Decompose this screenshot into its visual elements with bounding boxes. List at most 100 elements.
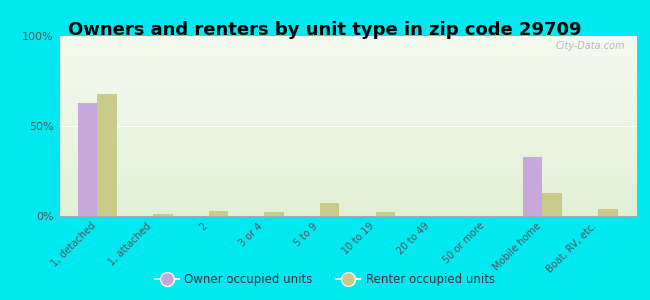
Bar (58, 124, 637, 125)
Bar (58, 197, 637, 198)
Bar (58, 182, 637, 183)
Bar (58, 118, 637, 119)
Bar (58, 208, 637, 209)
Bar (58, 69, 637, 70)
Bar (58, 51, 637, 52)
Bar (58, 188, 637, 189)
Bar (58, 140, 637, 141)
Bar (58, 46, 637, 47)
Bar (58, 206, 637, 207)
Bar (58, 123, 637, 124)
Bar (58, 192, 637, 193)
Bar (58, 91, 637, 92)
Bar (58, 142, 637, 143)
Bar (58, 67, 637, 68)
Bar (58, 151, 637, 152)
Bar (58, 196, 637, 197)
Bar (58, 101, 637, 102)
Bar (58, 191, 637, 192)
Bar (58, 76, 637, 77)
Bar (58, 87, 637, 88)
Bar (58, 137, 637, 138)
Bar (58, 82, 637, 83)
Bar (58, 55, 637, 56)
Text: City-Data.com: City-Data.com (556, 41, 625, 51)
Bar (58, 86, 637, 87)
Bar (58, 179, 637, 180)
Bar (58, 105, 637, 106)
Bar (58, 127, 637, 128)
Bar (58, 198, 637, 199)
Bar (58, 133, 637, 134)
Bar (58, 113, 637, 114)
Bar (58, 141, 637, 142)
Bar (58, 126, 637, 127)
Bar (58, 63, 637, 64)
Bar (58, 103, 637, 104)
Bar (58, 65, 637, 66)
Bar (58, 205, 637, 206)
Bar (58, 45, 637, 46)
Bar (58, 85, 637, 86)
Bar (58, 81, 637, 82)
Bar (58, 44, 637, 45)
Bar (58, 199, 637, 200)
Bar (58, 180, 637, 181)
Bar (58, 125, 637, 126)
Bar (58, 116, 637, 117)
Bar (58, 38, 637, 39)
Bar (58, 54, 637, 55)
Bar (58, 171, 637, 172)
Bar (58, 50, 637, 51)
Bar (58, 150, 637, 151)
Bar (58, 190, 637, 191)
Bar (58, 170, 637, 171)
Bar (58, 145, 637, 146)
Bar (58, 174, 637, 175)
Bar (376, 212, 395, 216)
Bar (58, 155, 637, 156)
Bar (58, 129, 637, 130)
Bar (58, 90, 637, 91)
Bar (58, 135, 637, 136)
Bar (58, 184, 637, 185)
Bar (58, 168, 637, 169)
Bar (58, 78, 637, 79)
Bar (58, 74, 637, 75)
Bar (58, 68, 637, 69)
Bar (58, 48, 637, 49)
Bar (58, 99, 637, 100)
Bar (58, 154, 637, 155)
Bar (58, 39, 637, 40)
Bar (58, 66, 637, 67)
Bar (58, 132, 637, 133)
Bar (58, 209, 637, 210)
Bar (58, 92, 637, 93)
Bar (58, 187, 637, 188)
Bar (58, 134, 637, 135)
Bar (58, 71, 637, 72)
Bar (58, 95, 637, 96)
Bar (58, 41, 637, 42)
Bar (58, 88, 637, 89)
Bar (58, 158, 637, 159)
Bar (58, 83, 637, 84)
Text: Owners and renters by unit type in zip code 29709: Owners and renters by unit type in zip c… (68, 21, 582, 39)
Bar (58, 183, 637, 184)
Bar (58, 166, 637, 167)
Bar (58, 60, 637, 61)
Bar (58, 117, 637, 118)
Bar (78, 103, 98, 216)
Bar (58, 106, 637, 107)
Bar (523, 157, 543, 216)
Bar (58, 80, 637, 81)
Bar (58, 164, 637, 165)
Bar (58, 200, 637, 201)
Bar (58, 139, 637, 140)
Bar (58, 162, 637, 163)
Bar (58, 94, 637, 95)
Bar (58, 96, 637, 97)
Legend: Owner occupied units, Renter occupied units: Owner occupied units, Renter occupied un… (150, 269, 500, 291)
Bar (58, 204, 637, 205)
Bar (58, 37, 637, 38)
